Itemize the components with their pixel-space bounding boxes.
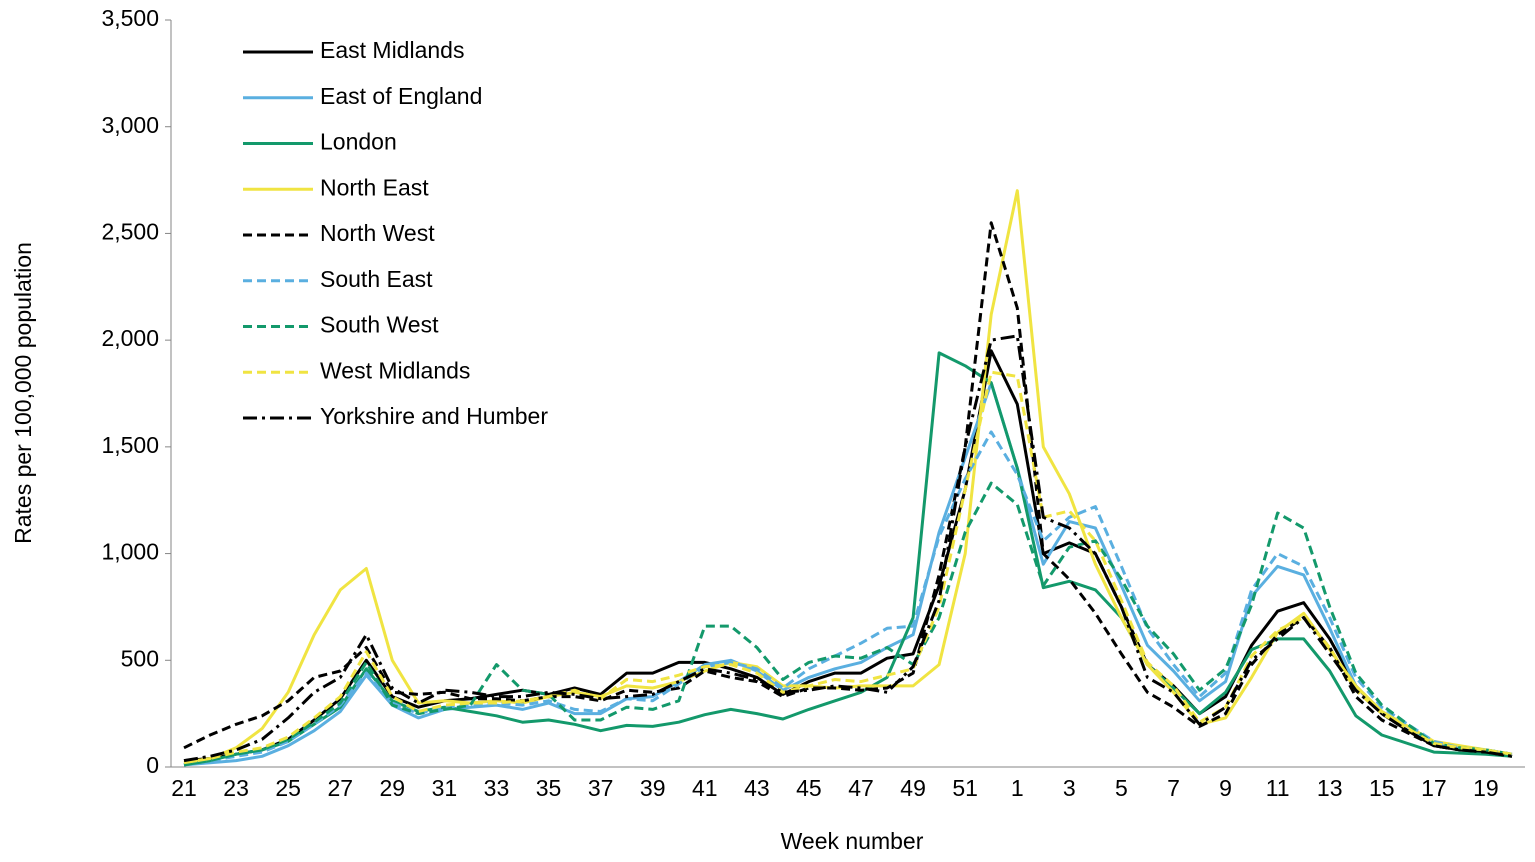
x-tick-label: 51 xyxy=(952,775,978,801)
legend-label: London xyxy=(320,129,397,155)
legend-label: East of England xyxy=(320,83,482,109)
x-tick-label: 1 xyxy=(1011,775,1024,801)
y-tick-label: 1,500 xyxy=(101,432,159,458)
x-tick-label: 9 xyxy=(1219,775,1232,801)
x-tick-label: 21 xyxy=(171,775,197,801)
x-tick-label: 25 xyxy=(275,775,301,801)
series-line xyxy=(183,481,1513,767)
x-tick-label: 19 xyxy=(1473,775,1499,801)
series-line xyxy=(183,370,1513,765)
y-tick-label: 2,500 xyxy=(101,219,159,245)
x-tick-label: 31 xyxy=(432,775,458,801)
legend-label: West Midlands xyxy=(320,357,470,383)
series-line xyxy=(183,349,1513,763)
y-tick-label: 2,000 xyxy=(101,325,159,351)
x-tick-label: 15 xyxy=(1369,775,1395,801)
x-axis-title: Week number xyxy=(781,828,924,854)
series-line xyxy=(183,381,1513,767)
x-tick-label: 29 xyxy=(380,775,406,801)
x-tick-label: 35 xyxy=(536,775,562,801)
x-tick-label: 11 xyxy=(1266,775,1290,801)
x-tick-label: 7 xyxy=(1167,775,1180,801)
x-tick-label: 23 xyxy=(223,775,249,801)
x-tick-label: 3 xyxy=(1063,775,1076,801)
y-axis-title: Rates per 100,000 population xyxy=(10,242,36,544)
series-line xyxy=(183,351,1513,767)
legend-label: South East xyxy=(320,266,433,292)
x-tick-label: 41 xyxy=(692,775,718,801)
x-tick-label: 17 xyxy=(1421,775,1447,801)
series-line xyxy=(183,221,1513,758)
x-tick-label: 43 xyxy=(744,775,770,801)
legend-label: North West xyxy=(320,220,435,246)
y-tick-label: 3,000 xyxy=(101,112,159,138)
series-line xyxy=(183,334,1513,763)
legend-label: Yorkshire and Humber xyxy=(320,403,548,429)
x-tick-label: 27 xyxy=(327,775,353,801)
x-tick-label: 37 xyxy=(588,775,614,801)
x-tick-label: 33 xyxy=(484,775,510,801)
x-tick-label: 13 xyxy=(1317,775,1343,801)
y-tick-label: 500 xyxy=(121,645,159,671)
y-tick-label: 3,500 xyxy=(101,5,159,31)
legend-label: North East xyxy=(320,174,429,200)
x-tick-label: 45 xyxy=(796,775,822,801)
legend-label: South West xyxy=(320,312,439,338)
series-line xyxy=(183,430,1513,767)
y-tick-label: 0 xyxy=(146,752,159,778)
y-tick-label: 1,000 xyxy=(101,539,159,565)
x-tick-label: 49 xyxy=(900,775,926,801)
x-tick-label: 39 xyxy=(640,775,666,801)
legend-label: East Midlands xyxy=(320,37,464,63)
x-tick-label: 47 xyxy=(848,775,874,801)
x-tick-label: 5 xyxy=(1115,775,1128,801)
